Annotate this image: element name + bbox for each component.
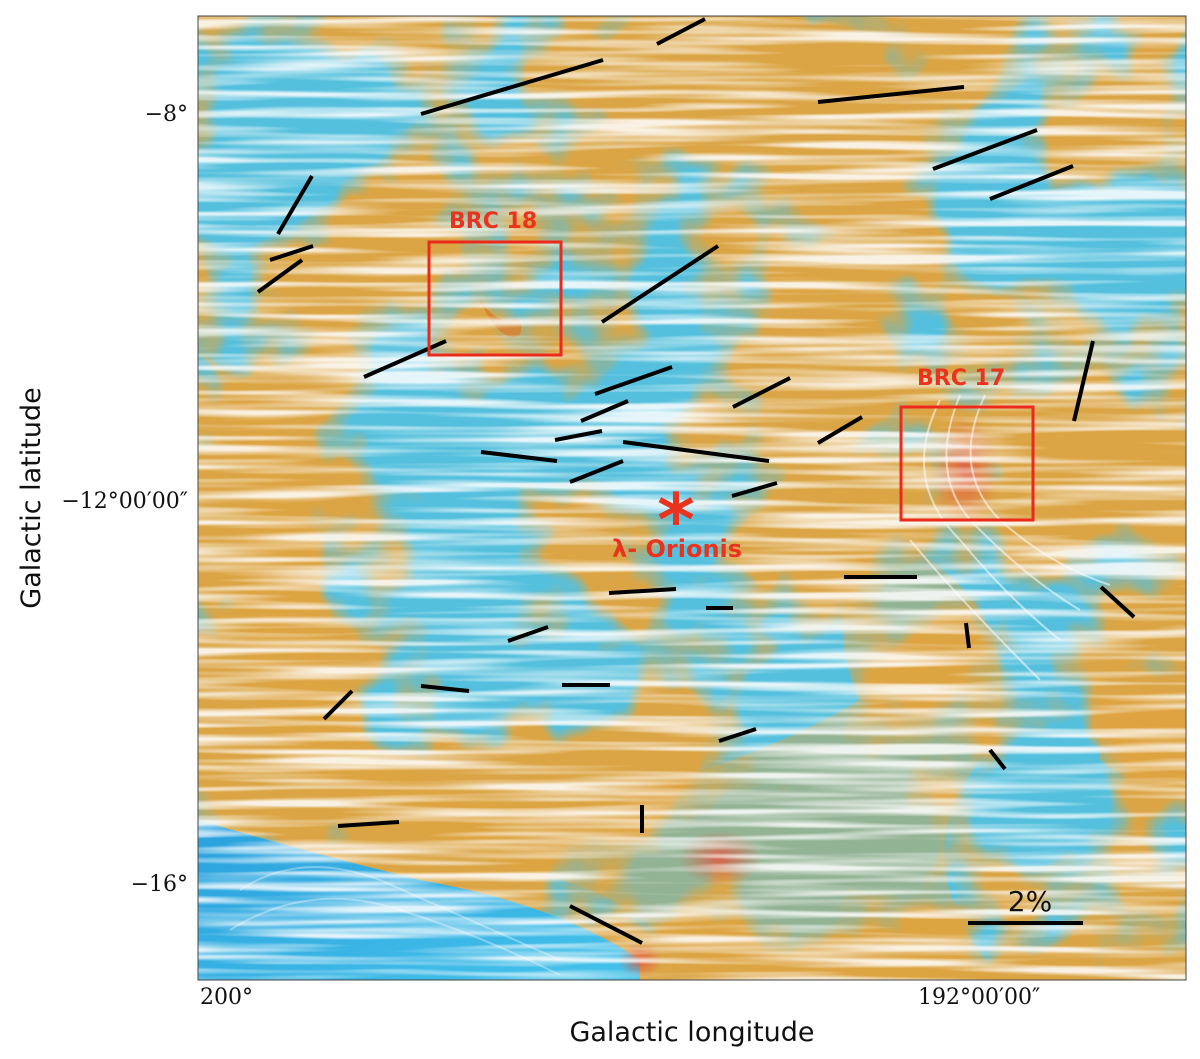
star-marker: * bbox=[657, 478, 695, 562]
polarization-vector bbox=[420, 58, 604, 116]
x-tick-label: 200° bbox=[200, 985, 253, 1010]
polarization-vector bbox=[276, 174, 314, 236]
polarization-vector bbox=[732, 376, 791, 409]
polarization-vector bbox=[816, 415, 864, 445]
polarization-vector bbox=[964, 622, 971, 649]
polarization-vector bbox=[363, 339, 447, 379]
polarization-vector bbox=[269, 244, 314, 262]
y-tick-label: −8° bbox=[145, 102, 188, 127]
polarization-vector bbox=[337, 820, 400, 828]
polarization-vector bbox=[656, 17, 706, 46]
brc17-box bbox=[899, 405, 1035, 522]
polarization-vector bbox=[600, 244, 720, 324]
polarization-vector bbox=[594, 365, 673, 396]
lambda-orionis-label: λ- Orionis bbox=[612, 535, 742, 563]
y-tick-label: −12°00′00″ bbox=[61, 489, 188, 514]
polarization-vector bbox=[569, 904, 643, 945]
polarization-vector bbox=[622, 440, 770, 463]
polarization-vector bbox=[932, 128, 1038, 171]
polarization-vector bbox=[480, 450, 558, 463]
polarization-vector bbox=[1099, 585, 1136, 619]
polarization-vector bbox=[817, 85, 965, 104]
polarization-vector bbox=[608, 587, 677, 595]
polarization-vector bbox=[554, 429, 603, 442]
polarization-vector bbox=[420, 684, 470, 693]
brc18-label: BRC 18 bbox=[449, 209, 537, 234]
polarization-vector bbox=[718, 727, 757, 743]
polarization-vector bbox=[322, 689, 354, 721]
x-tick-label: 192°00′00″ bbox=[918, 985, 1040, 1010]
polarization-vector bbox=[1072, 340, 1095, 422]
polarization-vector bbox=[731, 481, 778, 498]
brc17-label: BRC 17 bbox=[917, 366, 1005, 391]
y-axis-label: Galactic latitude bbox=[16, 387, 47, 608]
polarization-vector bbox=[988, 748, 1007, 771]
polarization-vector bbox=[507, 625, 549, 643]
polarization-vector bbox=[580, 399, 629, 423]
brc18-box bbox=[427, 240, 563, 357]
scale-bar-label: 2% bbox=[1008, 885, 1052, 918]
polarization-vector bbox=[989, 164, 1074, 201]
y-tick-label: −16° bbox=[131, 872, 188, 897]
polarization-vector bbox=[256, 258, 304, 294]
plot-frame bbox=[197, 15, 1187, 981]
polarization-vectors bbox=[256, 17, 1136, 945]
polarization-vector bbox=[569, 459, 624, 484]
x-axis-label: Galactic longitude bbox=[569, 1017, 814, 1048]
